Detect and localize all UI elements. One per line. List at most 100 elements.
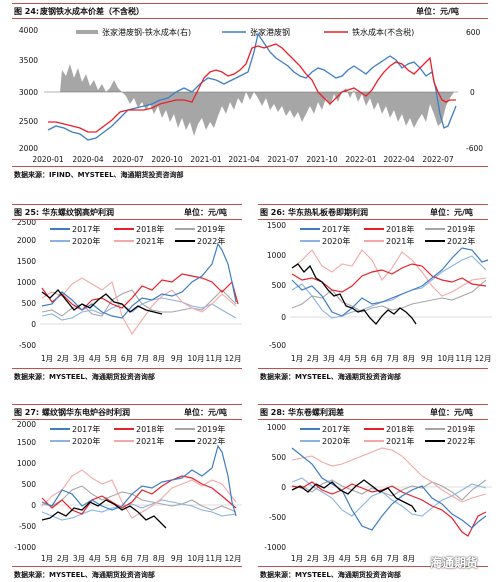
legend-2018: 2018年 [136,224,164,234]
svg-text:2017年: 2017年 [72,424,100,434]
svg-text:8月: 8月 [403,554,415,563]
svg-text:2021年: 2021年 [386,436,414,446]
svg-text:2022年: 2022年 [197,436,225,446]
ytick: 4000 [19,26,38,35]
ytick: 1500 [17,257,36,266]
legend-label-iron: 铁水成本(不含税) [352,27,414,37]
fig27-unit: 单位：元/吨 [184,408,227,417]
fig27-chart: 2017年 2018年 2019年 2020年 2021年 2022年 -100… [14,420,242,563]
xtick: 2020-04 [72,155,104,164]
svg-text:1月: 1月 [41,354,53,363]
fig27-legend: 2017年 2018年 2019年 2020年 2021年 2022年 [50,424,225,446]
fig26-title: 华东热轧板卷即期利润 [288,208,368,217]
svg-text:2022年: 2022年 [447,236,475,246]
svg-text:2018年: 2018年 [386,224,414,234]
svg-text:11月: 11月 [205,354,222,363]
fig28-yticks: -1000 -500 0 500 1000 [264,423,286,552]
svg-text:-1000: -1000 [264,543,286,552]
legend-2020: 2020年 [72,236,100,246]
svg-text:2020年: 2020年 [322,236,350,246]
svg-text:5月: 5月 [105,354,117,363]
svg-text:3月: 3月 [73,354,85,363]
svg-text:3月: 3月 [323,354,335,363]
fig24-series-scrap [47,32,457,141]
svg-text:7月: 7月 [387,554,399,563]
svg-text:2000: 2000 [17,420,36,429]
svg-text:1000: 1000 [267,423,286,432]
fig25-chart: 2017年 2018年 2019年 2020年 2021年 2022年 -500… [17,220,242,363]
svg-text:6月: 6月 [371,354,383,363]
svg-text:4月: 4月 [339,354,351,363]
svg-text:6月: 6月 [371,554,383,563]
svg-text:9月: 9月 [421,354,433,363]
svg-text:9月: 9月 [171,554,183,563]
svg-text:2020年: 2020年 [322,436,350,446]
svg-text:11月: 11月 [455,354,472,363]
svg-text:500: 500 [272,281,287,290]
svg-text:8月: 8月 [153,554,165,563]
svg-text:-500: -500 [269,513,286,522]
ytick: 0 [31,320,36,329]
svg-text:2019年: 2019年 [197,424,225,434]
ytick-right: -600 [466,144,483,153]
svg-text:2019年: 2019年 [447,424,475,434]
fig26-source: 数据来源：MYSTEEL、海通期货投资咨询部 [260,373,401,381]
svg-text:8月: 8月 [403,354,415,363]
svg-text:2017年: 2017年 [322,224,350,234]
svg-text:-500: -500 [269,341,286,350]
watermark-logo: 海通期货 [430,556,479,570]
svg-text:11月: 11月 [205,554,222,563]
svg-text:12月: 12月 [474,354,491,363]
svg-text:2019年: 2019年 [447,224,475,234]
legend-2022: 2022年 [197,236,225,246]
svg-text:0: 0 [281,483,286,492]
fig28-unit: 单位：元/吨 [430,408,473,417]
svg-text:2月: 2月 [307,354,319,363]
fig24-xticks: 2020-01 2020-04 2020-07 2020-10 2021-01 … [32,155,454,164]
fig28-legend: 2017年 2018年 2019年 2020年 2021年 2022年 [300,424,475,446]
fig26-yticks: -500 0 500 1000 1500 [267,221,286,350]
ytick: 2000 [17,236,36,245]
fig26-unit: 单位：元/吨 [430,208,473,217]
fig25-unit: 单位：元/吨 [184,208,227,217]
svg-text:10月: 10月 [187,554,204,563]
xtick: 2020-01 [32,155,64,164]
ytick: 1000 [17,278,36,287]
legend-swatch-gap [76,30,98,34]
svg-text:1500: 1500 [17,438,36,447]
ytick: 3500 [19,56,38,65]
fig28-title: 华东卷螺利润差 [288,408,344,417]
fig25-source: 数据来源：MYSTEEL、海通期货投资咨询部 [14,373,155,381]
svg-text:500: 500 [272,453,287,462]
svg-text:3月: 3月 [73,554,85,563]
fig24-yleft-ticks: 2000 2500 3000 3500 4000 [19,26,38,153]
fig25-yticks: -500 0 500 1000 1500 2000 2500 [17,220,36,350]
svg-text:3月: 3月 [323,554,335,563]
fig24-yright-ticks: -600 0 600 [466,28,483,153]
svg-text:1月: 1月 [291,354,303,363]
fig27-number: 图 27: [14,408,40,417]
svg-text:10月: 10月 [187,354,204,363]
fig27-source: 数据来源：MYSTEEL、海通期货投资咨询部 [14,571,155,579]
svg-text:1000: 1000 [267,251,286,260]
svg-text:2月: 2月 [57,354,69,363]
svg-text:1月: 1月 [41,554,53,563]
svg-text:5月: 5月 [105,554,117,563]
svg-text:0: 0 [281,313,286,322]
xtick: 2020-10 [151,155,183,164]
fig25-legend: 2017年 2018年 2019年 2020年 2021年 2022年 [50,224,225,246]
fig28-xticks: 1月 2月 3月 4月 5月 6月 7月 8月 [291,554,415,563]
fig25-number: 图 25: [14,208,40,217]
fig27-title: 螺纹钢华东电炉谷时利润 [42,408,130,417]
legend-2021: 2021年 [136,236,164,246]
xtick: 2021-07 [267,155,299,164]
svg-text:4月: 4月 [89,354,101,363]
svg-text:2022年: 2022年 [447,436,475,446]
xtick: 2021-04 [228,155,260,164]
fig24-legend: 张家港废钢-铁水成本(右) 张家港废钢 铁水成本(不含税) [76,27,414,37]
svg-text:9月: 9月 [171,354,183,363]
fig24-title: 废钢铁水成本价差（不含税） [40,7,144,16]
svg-text:0: 0 [31,501,36,510]
xtick: 2021-10 [306,155,338,164]
fig24-chart: 张家港废钢-铁水成本(右) 张家港废钢 铁水成本(不含税) 2000 2500 … [19,26,483,164]
